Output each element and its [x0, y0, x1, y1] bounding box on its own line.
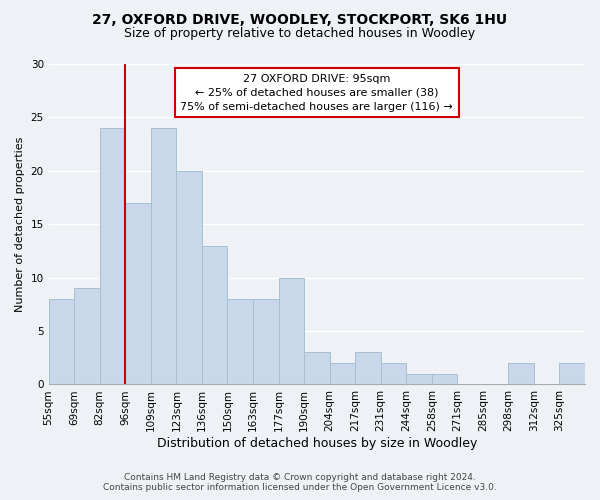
Text: Size of property relative to detached houses in Woodley: Size of property relative to detached ho…	[124, 28, 476, 40]
Bar	[329, 363, 355, 384]
Text: Contains HM Land Registry data © Crown copyright and database right 2024.
Contai: Contains HM Land Registry data © Crown c…	[103, 473, 497, 492]
Bar	[100, 128, 125, 384]
Text: 27, OXFORD DRIVE, WOODLEY, STOCKPORT, SK6 1HU: 27, OXFORD DRIVE, WOODLEY, STOCKPORT, SK…	[92, 12, 508, 26]
Bar	[151, 128, 176, 384]
Y-axis label: Number of detached properties: Number of detached properties	[15, 136, 25, 312]
Bar	[355, 352, 380, 384]
Bar	[49, 299, 74, 384]
Bar	[432, 374, 457, 384]
Bar	[278, 278, 304, 384]
Bar	[176, 171, 202, 384]
Bar	[227, 299, 253, 384]
Bar	[406, 374, 432, 384]
Bar	[304, 352, 329, 384]
Bar	[125, 203, 151, 384]
Bar	[508, 363, 534, 384]
Bar	[202, 246, 227, 384]
Bar	[559, 363, 585, 384]
Bar	[74, 288, 100, 384]
X-axis label: Distribution of detached houses by size in Woodley: Distribution of detached houses by size …	[157, 437, 477, 450]
Bar	[253, 299, 278, 384]
Text: 27 OXFORD DRIVE: 95sqm
← 25% of detached houses are smaller (38)
75% of semi-det: 27 OXFORD DRIVE: 95sqm ← 25% of detached…	[181, 74, 453, 112]
Bar	[380, 363, 406, 384]
